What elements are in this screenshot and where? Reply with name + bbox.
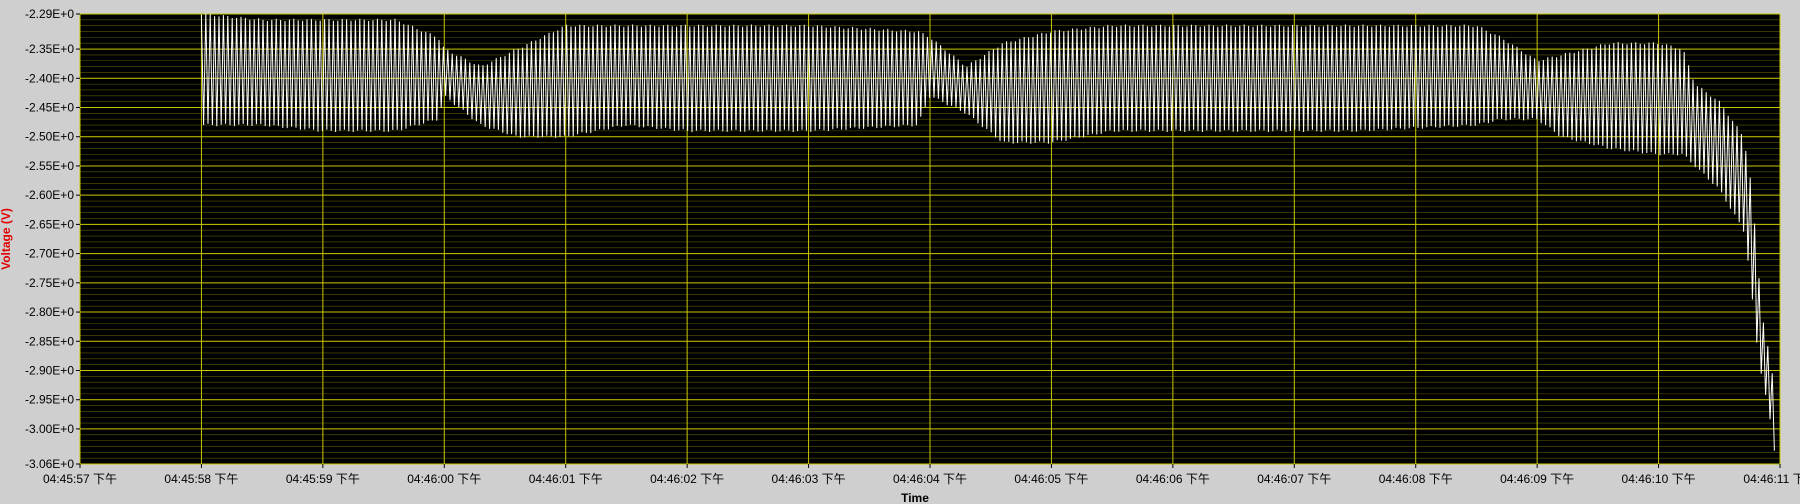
- y-axis-label: Voltage (V): [0, 208, 13, 270]
- y-tick-label: -2.70E+0: [25, 247, 74, 261]
- y-tick-label: -2.85E+0: [25, 334, 74, 348]
- y-axis-ticks: -2.29E+0 -2.35E+0 -2.40E+0 -2.45E+0 -2.50E+0…: [25, 7, 80, 471]
- x-tick-label: 04:46:03 下午: [772, 472, 846, 486]
- y-tick-label: -2.80E+0: [25, 305, 74, 319]
- x-tick-label: 04:46:08 下午: [1379, 472, 1453, 486]
- x-tick-label: 04:46:07 下午: [1257, 472, 1331, 486]
- y-tick-label: -2.29E+0: [25, 7, 74, 21]
- y-tick-label: -2.65E+0: [25, 217, 74, 231]
- x-tick-label: 04:46:06 下午: [1136, 472, 1210, 486]
- x-tick-label: 04:46:05 下午: [1014, 472, 1088, 486]
- voltage-trace: [200, 13, 1775, 451]
- x-tick-label: 04:45:57 下午: [43, 472, 117, 486]
- x-tick-label: 04:46:04 下午: [893, 472, 967, 486]
- y-tick-label: -2.90E+0: [25, 363, 74, 377]
- x-tick-label: 04:45:59 下午: [286, 472, 360, 486]
- x-tick-label: 04:46:10 下午: [1622, 472, 1696, 486]
- y-tick-label: -2.75E+0: [25, 276, 74, 290]
- y-tick-label: -2.60E+0: [25, 188, 74, 202]
- y-tick-label: -2.95E+0: [25, 393, 74, 407]
- x-tick-label: 04:45:58 下午: [164, 472, 238, 486]
- x-tick-label: 04:46:02 下午: [650, 472, 724, 486]
- voltage-trace-line: [200, 13, 1775, 451]
- y-tick-label: -2.50E+0: [25, 130, 74, 144]
- x-tick-label: 04:46:01 下午: [529, 472, 603, 486]
- y-tick-label: -2.45E+0: [25, 101, 74, 115]
- y-tick-label: -2.40E+0: [25, 71, 74, 85]
- y-tick-label: -2.35E+0: [25, 42, 74, 56]
- x-tick-label: 04:46:11 下午: [1743, 472, 1800, 486]
- x-axis-ticks: 04:45:57 下午 04:45:58 下午 04:45:59 下午 04:46:0…: [43, 464, 1800, 486]
- x-axis-label: Time: [901, 491, 929, 504]
- y-tick-label: -2.55E+0: [25, 159, 74, 173]
- x-tick-label: 04:46:00 下午: [407, 472, 481, 486]
- y-tick-label: -3.06E+0: [25, 457, 74, 471]
- y-tick-label: -3.00E+0: [25, 422, 74, 436]
- x-tick-label: 04:46:09 下午: [1500, 472, 1574, 486]
